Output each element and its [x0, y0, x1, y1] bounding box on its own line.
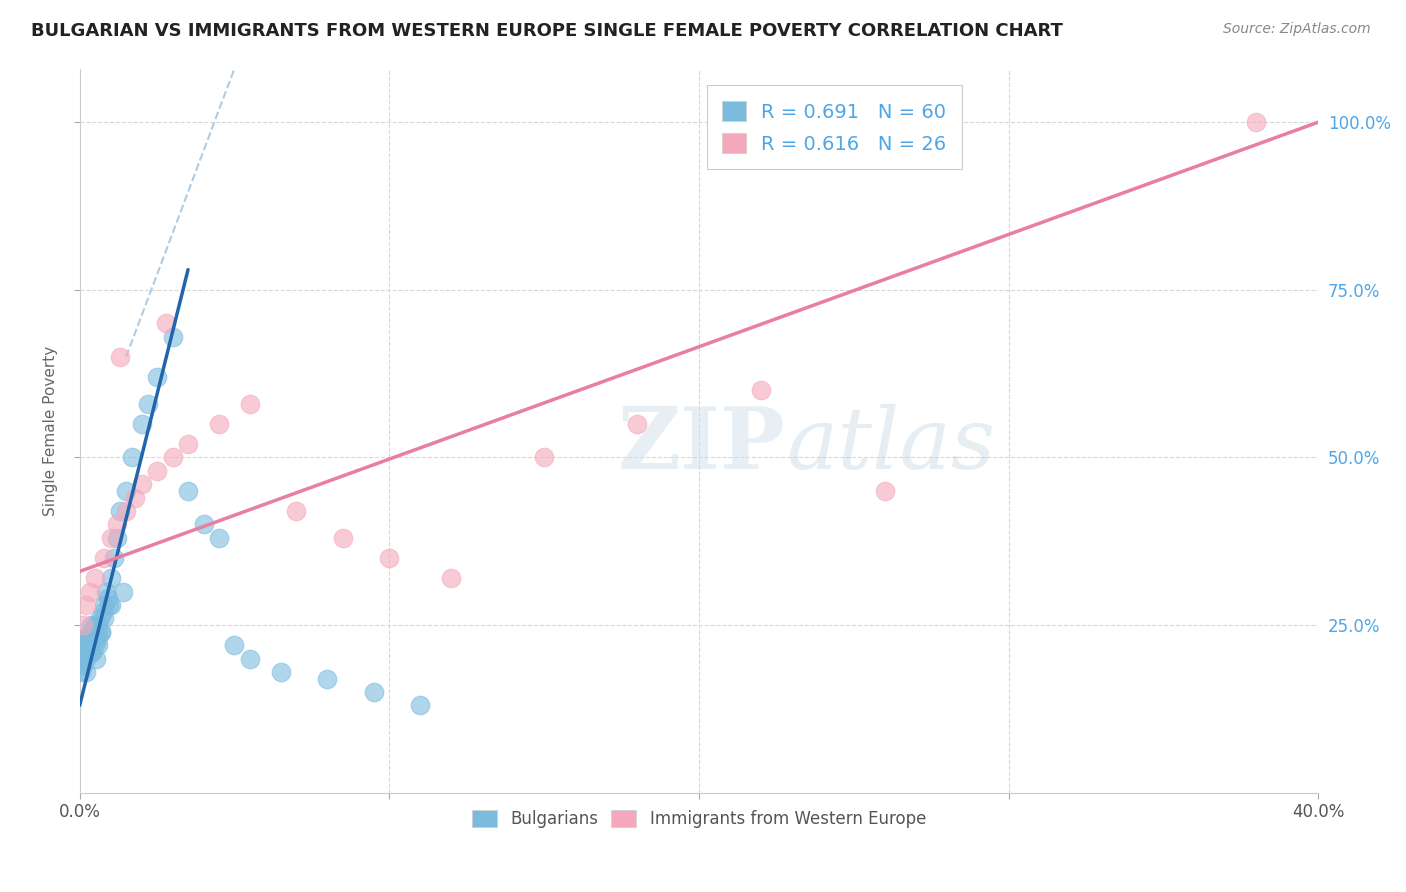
Point [146, 370, 169, 384]
Point [103, 551, 125, 566]
Point [440, 571, 463, 585]
Point [239, 651, 262, 665]
Point [155, 316, 177, 330]
Point [84, 618, 107, 632]
Point [80, 645, 103, 659]
Point [131, 417, 153, 431]
Point [93, 611, 115, 625]
Point [90, 624, 112, 639]
Point [121, 450, 143, 465]
Point [75, 665, 97, 679]
Point [80, 618, 103, 632]
Point [100, 598, 122, 612]
Point [115, 504, 138, 518]
Point [86, 632, 108, 646]
Point [77, 632, 100, 646]
Point [96, 591, 118, 606]
Text: BULGARIAN VS IMMIGRANTS FROM WESTERN EUROPE SINGLE FEMALE POVERTY CORRELATION CH: BULGARIAN VS IMMIGRANTS FROM WESTERN EUR… [31, 22, 1063, 40]
Text: ZIP: ZIP [617, 403, 786, 487]
Point [83, 638, 105, 652]
Point [177, 437, 200, 451]
Point [378, 551, 401, 566]
Point [73, 651, 96, 665]
Text: Source: ZipAtlas.com: Source: ZipAtlas.com [1223, 22, 1371, 37]
Point [84, 571, 107, 585]
Point [91, 605, 114, 619]
Text: atlas: atlas [786, 404, 995, 486]
Point [332, 531, 354, 545]
Point [70, 665, 93, 679]
Point [108, 350, 131, 364]
Point [105, 517, 128, 532]
Point [177, 483, 200, 498]
Legend: Bulgarians, Immigrants from Western Europe: Bulgarians, Immigrants from Western Euro… [465, 804, 932, 835]
Point [72, 618, 94, 632]
Point [285, 504, 308, 518]
Y-axis label: Single Female Poverty: Single Female Poverty [44, 345, 58, 516]
Point [873, 483, 896, 498]
Point [533, 450, 555, 465]
Point [363, 685, 385, 699]
Point [93, 551, 115, 566]
Point [108, 504, 131, 518]
Point [100, 571, 122, 585]
Point [89, 611, 111, 625]
Point [77, 638, 100, 652]
Point [84, 651, 107, 665]
Point [82, 632, 104, 646]
Point [98, 598, 121, 612]
Point [124, 491, 146, 505]
Point [94, 584, 117, 599]
Point [146, 464, 169, 478]
Point [224, 638, 246, 652]
Point [162, 450, 184, 465]
Point [208, 531, 231, 545]
Point [75, 632, 97, 646]
Point [72, 658, 94, 673]
Point [79, 632, 101, 646]
Point [162, 329, 184, 343]
Point [70, 651, 93, 665]
Point [93, 598, 115, 612]
Point [90, 624, 112, 639]
Point [84, 632, 107, 646]
Point [75, 598, 97, 612]
Point [115, 483, 138, 498]
Point [270, 665, 292, 679]
Point [72, 638, 94, 652]
Point [208, 417, 231, 431]
Point [239, 397, 262, 411]
Point [100, 531, 122, 545]
Point [193, 517, 215, 532]
Point [131, 477, 153, 491]
Point [105, 531, 128, 545]
Point [749, 384, 772, 398]
Point [77, 638, 100, 652]
Point [83, 624, 105, 639]
Point [87, 638, 110, 652]
Point [1246, 115, 1268, 129]
Point [75, 651, 97, 665]
Point [111, 584, 134, 599]
Point [626, 417, 648, 431]
Point [75, 638, 97, 652]
Point [72, 658, 94, 673]
Point [316, 672, 339, 686]
Point [79, 584, 101, 599]
Point [136, 397, 159, 411]
Point [409, 698, 432, 713]
Point [86, 624, 108, 639]
Point [87, 618, 110, 632]
Point [79, 624, 101, 639]
Point [73, 645, 96, 659]
Point [80, 645, 103, 659]
Point [76, 645, 98, 659]
